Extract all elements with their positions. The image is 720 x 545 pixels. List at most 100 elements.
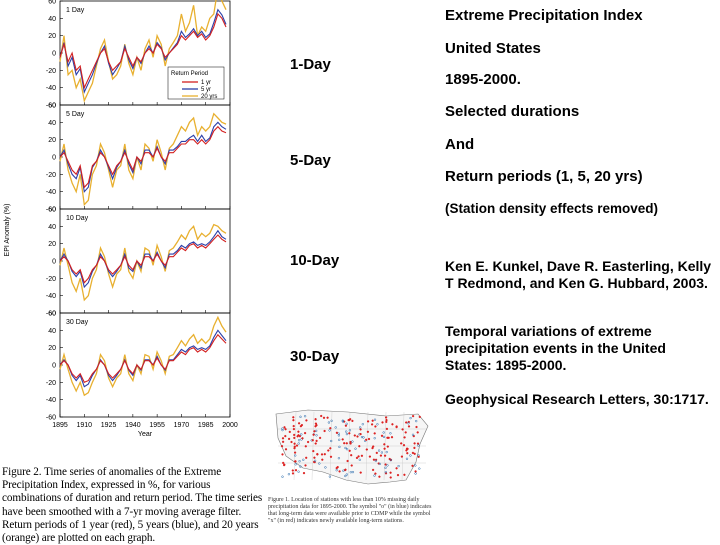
duration-label-30day: 30-Day [290,348,340,365]
station-existing-mark [409,454,412,457]
station-existing-mark [415,419,418,423]
station-existing-mark [281,428,284,432]
y-tick-label: -60 [46,207,56,214]
y-tick-label: -60 [46,103,56,110]
station-new-mark [349,442,352,445]
station-new-mark [343,442,346,445]
station-new-mark [329,427,332,430]
station-new-mark [297,430,300,433]
station-new-mark [348,449,351,452]
station-new-mark [386,436,389,439]
station-new-mark [320,453,324,456]
station-new-mark [292,416,295,419]
station-existing-mark [345,473,348,476]
station-existing-mark [384,466,387,469]
series-line-1yr [59,125,227,189]
station-new-mark [284,448,288,451]
station-existing-mark [294,463,297,466]
station-existing-mark [382,435,386,439]
station-existing-mark [300,433,303,436]
station-new-mark [366,420,370,423]
station-new-mark [380,434,384,437]
station-existing-mark [299,465,302,468]
station-new-mark [359,471,362,474]
station-new-mark [381,421,384,424]
station-new-mark [370,423,374,426]
y-tick-label: -20 [46,380,56,387]
x-tick-label: 1970 [174,422,190,429]
station-new-mark [323,429,326,433]
y-tick-label: 20 [48,241,56,248]
station-existing-mark [341,419,344,422]
station-new-mark [406,447,409,451]
station-new-mark [329,447,332,450]
station-new-mark [312,449,315,453]
station-existing-mark [360,435,364,439]
us-outline [275,409,429,485]
legend-box [167,66,225,100]
station-new-mark [385,427,389,431]
station-new-mark [416,431,419,434]
station-new-mark [293,451,297,454]
panel-frame [59,104,231,210]
y-tick-label: 40 [48,16,56,23]
station-existing-mark [334,426,337,429]
station-existing-mark [351,440,354,443]
x-tick-label: 1985 [198,422,214,429]
duration-label-1day: 1-Day [290,56,331,73]
station-new-mark [383,454,387,457]
station-new-mark [400,442,403,445]
station-new-mark [359,432,362,436]
station-existing-mark [330,419,333,422]
station-new-mark [316,453,319,456]
panel-frame [59,312,231,418]
station-existing-mark [298,460,301,463]
y-axis-title: EPI Anomaly (%) [4,204,11,257]
station-existing-mark [303,415,307,418]
station-existing-mark [348,429,352,432]
x-tick-label: 1925 [101,422,117,429]
station-new-mark [368,455,372,458]
station-new-mark [305,419,308,422]
station-new-mark [356,435,359,438]
station-existing-mark [376,423,379,426]
y-tick-label: 60 [48,207,56,214]
station-existing-mark [315,434,318,437]
station-existing-mark [359,426,362,429]
station-new-mark [404,431,407,434]
station-existing-mark [302,458,305,461]
station-new-mark [304,445,307,448]
station-new-mark [365,448,368,451]
station-new-mark [335,431,339,434]
y-tick-label: 0 [52,259,56,266]
heading-note: (Station density effects removed) [445,201,659,216]
panel-label: 10 Day [66,215,89,222]
station-existing-mark [351,470,355,474]
station-new-mark [282,463,286,467]
x-tick-label: 1940 [125,422,141,429]
station-new-mark [373,432,376,435]
station-new-mark [297,422,301,425]
station-new-mark [400,455,404,458]
station-existing-mark [294,454,297,457]
station-new-mark [293,442,296,445]
station-new-mark [315,424,318,427]
station-new-mark [293,445,296,448]
station-existing-mark [328,429,331,432]
panel-label: 5 Day [66,111,85,118]
station-new-mark [303,431,307,435]
heading-period: 1895-2000. [445,71,521,88]
y-tick-label: 0 [52,363,56,370]
station-existing-mark [324,466,327,469]
figure-caption: Figure 2. Time series of anomalies of th… [2,466,263,545]
station-new-mark [416,442,420,445]
station-new-mark [290,440,293,444]
y-tick-label: 0 [52,155,56,162]
station-existing-mark [417,444,420,447]
duration-label-5day: 5-Day [290,152,331,169]
station-new-mark [365,438,368,441]
y-tick-label: 0 [52,51,56,58]
station-new-mark [329,455,333,458]
station-new-mark [385,420,388,424]
series-line-1yr [59,234,227,284]
